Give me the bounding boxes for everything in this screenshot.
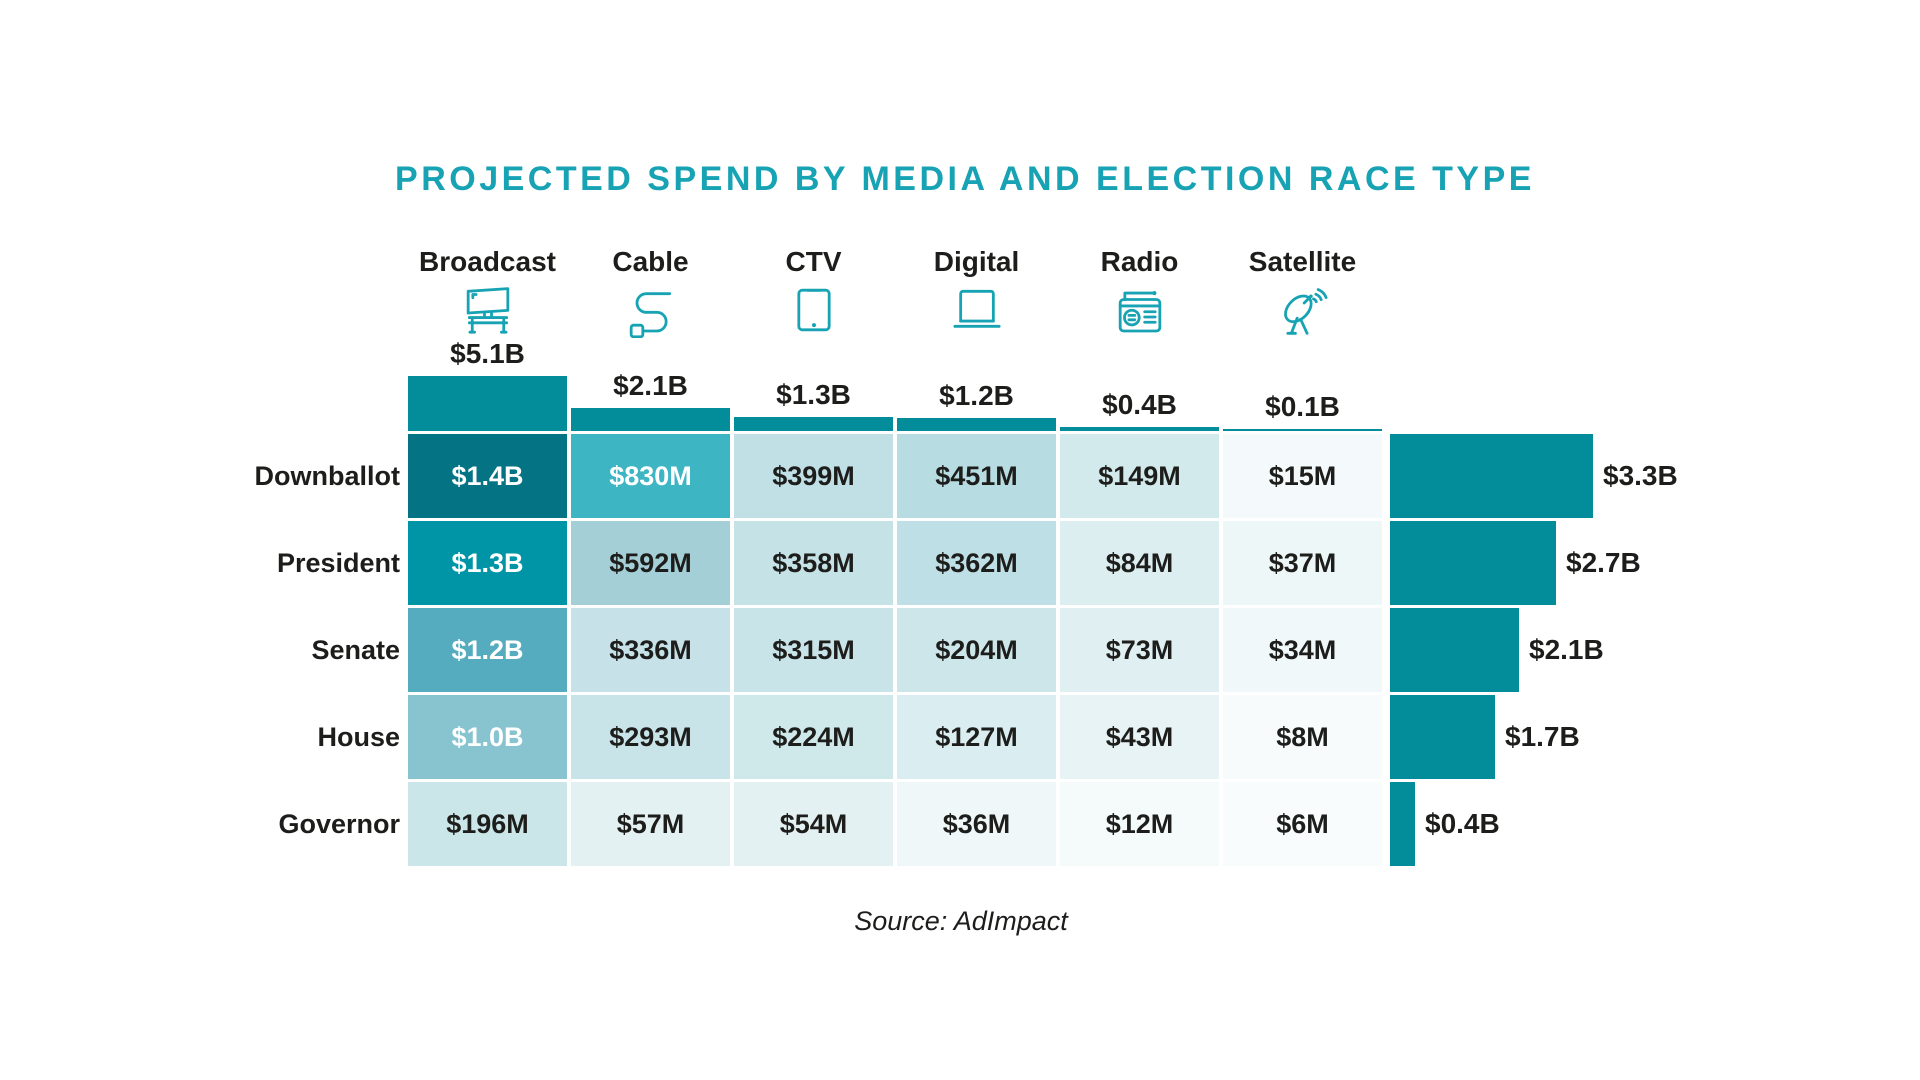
heat-cell: $196M — [408, 782, 567, 866]
column-header-satellite: Satellite — [1248, 246, 1357, 277]
heat-cell: $1.3B — [408, 521, 567, 605]
heat-cell: $34M — [1223, 608, 1382, 692]
row-label-governor: Governor — [278, 809, 400, 839]
heat-cell: $336M — [571, 608, 730, 692]
column-total-bar — [734, 417, 893, 431]
column-total-label: $0.1B — [1265, 391, 1340, 422]
satellite-dish-icon — [1223, 282, 1382, 338]
heat-cell: $1.4B — [408, 434, 567, 518]
column-header-broadcast: Broadcast — [419, 246, 556, 277]
heat-cell: $1.2B — [408, 608, 567, 692]
heat-cell: $6M — [1223, 782, 1382, 866]
column-header-radio: Radio — [1100, 246, 1179, 277]
row-label-president: President — [276, 548, 400, 578]
row-total-bar — [1390, 521, 1556, 605]
row-total-label: $2.1B — [1529, 634, 1604, 665]
column-header-ctv: CTV — [785, 246, 842, 277]
heat-cell: $1.0B — [408, 695, 567, 779]
heat-cell: $830M — [571, 434, 730, 518]
heat-cell: $592M — [571, 521, 730, 605]
cable-icon — [571, 282, 730, 338]
chart-title: PROJECTED SPEND BY MEDIA AND ELECTION RA… — [395, 160, 1535, 198]
column-total-bar — [571, 408, 730, 431]
heat-cell: $8M — [1223, 695, 1382, 779]
row-label-downballot: Downballot — [254, 461, 400, 491]
heat-cell: $57M — [571, 782, 730, 866]
heat-cell: $362M — [897, 521, 1056, 605]
column-total-label: $2.1B — [613, 370, 688, 401]
heat-cell: $12M — [1060, 782, 1219, 866]
row-total-bar — [1390, 782, 1415, 866]
heat-cell: $149M — [1060, 434, 1219, 518]
row-total-bar — [1390, 695, 1495, 779]
column-total-label: $5.1B — [450, 338, 525, 369]
column-header-digital: Digital — [933, 246, 1020, 277]
heat-cell: $43M — [1060, 695, 1219, 779]
heat-cell: $127M — [897, 695, 1056, 779]
heat-cell: $54M — [734, 782, 893, 866]
heat-cell: $399M — [734, 434, 893, 518]
column-total-bar — [1060, 427, 1219, 431]
column-total-bar — [408, 376, 567, 431]
heat-cell: $224M — [734, 695, 893, 779]
heat-cell: $293M — [571, 695, 730, 779]
row-label-senate: Senate — [311, 635, 400, 665]
row-total-bar — [1390, 608, 1519, 692]
column-total-bar — [1223, 429, 1382, 431]
row-total-label: $1.7B — [1505, 721, 1580, 752]
heat-cell: $204M — [897, 608, 1056, 692]
heat-cell: $84M — [1060, 521, 1219, 605]
row-label-house: House — [317, 722, 400, 752]
column-total-bar — [897, 418, 1056, 431]
column-total-label: $1.2B — [939, 380, 1014, 411]
ctv-screen-icon — [734, 282, 893, 338]
column-total-label: $1.3B — [776, 379, 851, 410]
column-total-label: $0.4B — [1102, 389, 1177, 420]
row-total-label: $2.7B — [1566, 547, 1641, 578]
laptop-icon — [897, 282, 1056, 338]
column-header-cable: Cable — [612, 246, 689, 277]
row-total-label: $0.4B — [1425, 808, 1500, 839]
heat-cell: $315M — [734, 608, 893, 692]
heat-cell: $15M — [1223, 434, 1382, 518]
heat-cell: $36M — [897, 782, 1056, 866]
row-total-label: $3.3B — [1603, 460, 1678, 491]
broadcast-tv-icon — [408, 282, 567, 338]
source-note: Source: AdImpact — [854, 906, 1068, 936]
radio-icon — [1060, 282, 1219, 338]
heat-cell: $37M — [1223, 521, 1382, 605]
heat-cell: $73M — [1060, 608, 1219, 692]
row-total-bar — [1390, 434, 1593, 518]
heat-cell: $358M — [734, 521, 893, 605]
heat-cell: $451M — [897, 434, 1056, 518]
